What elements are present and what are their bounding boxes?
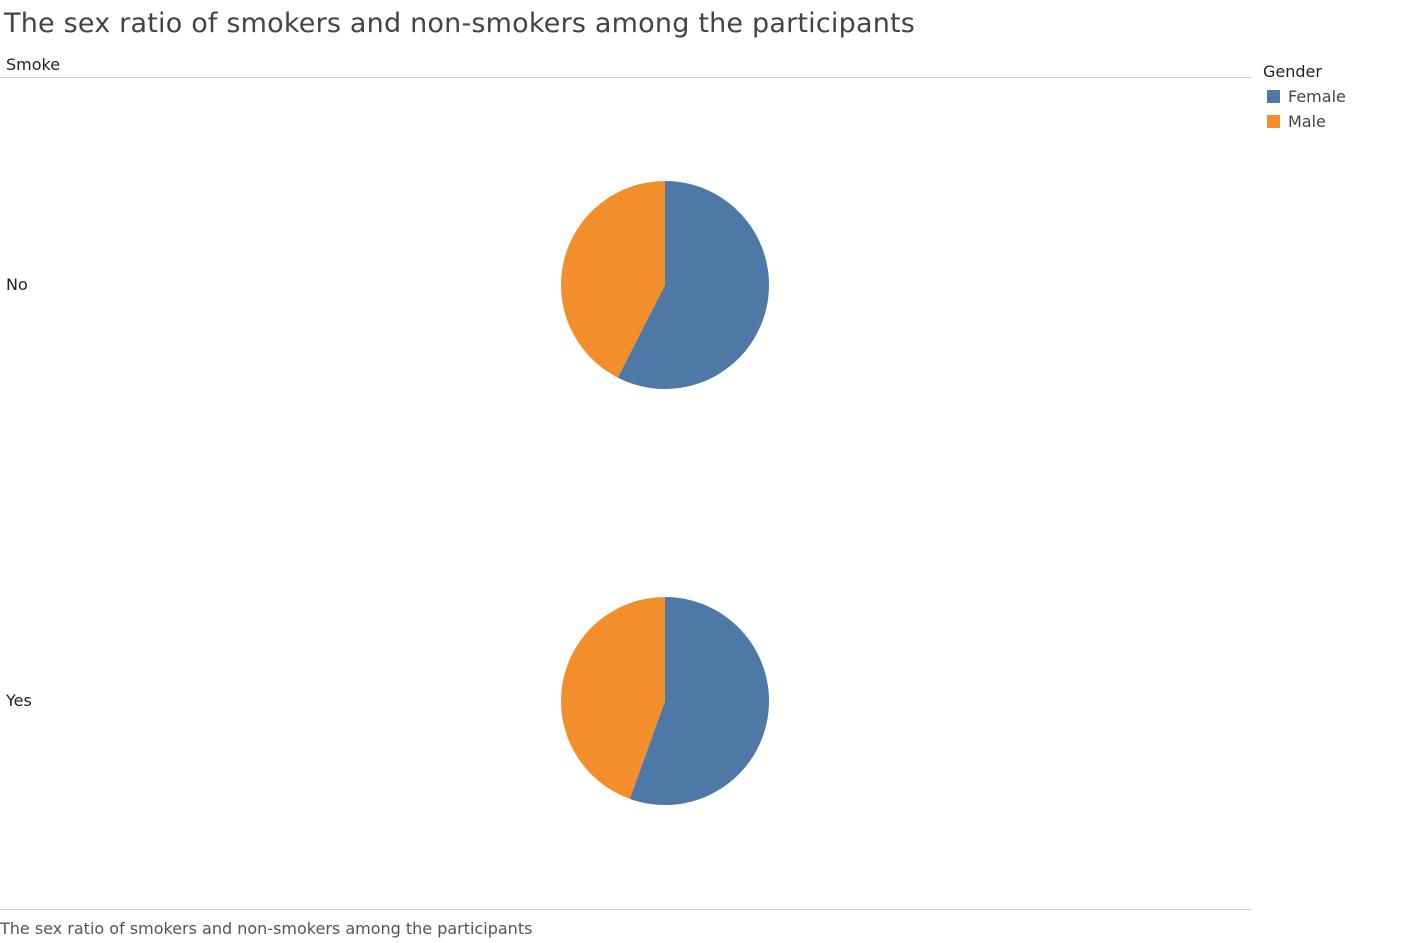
- pie-no: [561, 181, 769, 389]
- pie-chart-area: [561, 181, 769, 806]
- pie-slice-yes-male[interactable]: [561, 597, 665, 799]
- legend: Gender Female Male: [1263, 62, 1346, 134]
- header-divider: [0, 77, 1251, 78]
- caption: The sex ratio of smokers and non-smokers…: [0, 919, 533, 938]
- legend-label-female: Female: [1288, 87, 1346, 106]
- row-label-no: No: [6, 275, 28, 294]
- legend-item-female[interactable]: Female: [1263, 84, 1346, 109]
- pie-slice-no-male[interactable]: [561, 181, 665, 378]
- pie-slice-no-female[interactable]: [617, 181, 769, 389]
- row-label-yes: Yes: [6, 691, 32, 710]
- pie-slice-yes-female[interactable]: [629, 597, 769, 806]
- footer-divider: [0, 909, 1251, 910]
- legend-swatch-male: [1267, 115, 1280, 128]
- chart-title: The sex ratio of smokers and non-smokers…: [4, 8, 916, 39]
- pie-yes: [561, 597, 769, 806]
- legend-label-male: Male: [1288, 112, 1326, 131]
- legend-title: Gender: [1263, 62, 1322, 81]
- legend-item-male[interactable]: Male: [1263, 109, 1346, 134]
- legend-swatch-female: [1267, 90, 1280, 103]
- row-header-smoke: Smoke: [6, 55, 61, 74]
